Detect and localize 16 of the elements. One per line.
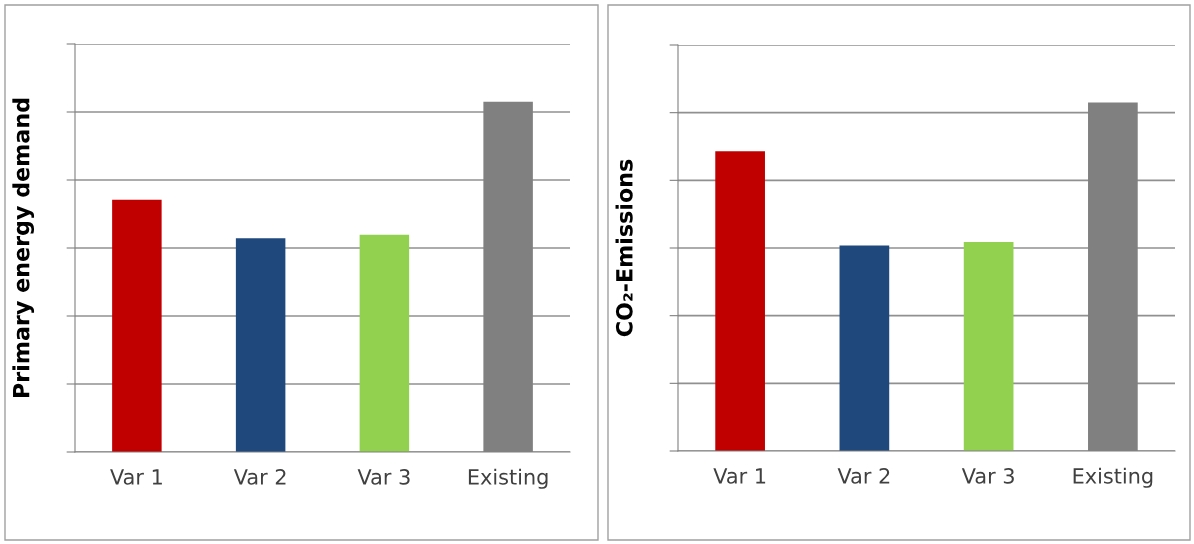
bar (963, 241, 1014, 451)
x-tick-label: Var 3 (961, 468, 1014, 484)
y-axis-title: CO₂-Emissions (615, 159, 633, 337)
y-axis-title: Primary energy demand (12, 98, 35, 398)
x-tick-label: Existing (468, 468, 548, 489)
x-tick-label: Var 2 (837, 468, 890, 484)
bar (715, 151, 765, 451)
x-tick-label: Var 2 (233, 469, 286, 485)
bar (235, 238, 286, 452)
x-tick-label: Var 3 (357, 469, 410, 485)
x-tick-label: Var 1 (110, 469, 162, 485)
bar (359, 234, 410, 452)
x-tick-label: Var 1 (713, 468, 766, 484)
x-tick-label: Existing (1073, 467, 1153, 488)
bar (839, 245, 890, 451)
bar (112, 199, 162, 452)
